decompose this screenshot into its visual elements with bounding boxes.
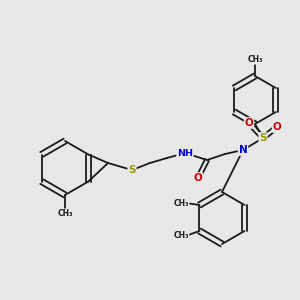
Text: N: N: [238, 145, 247, 155]
Text: CH₃: CH₃: [173, 232, 189, 241]
Text: O: O: [273, 122, 281, 132]
Text: S: S: [128, 165, 136, 175]
Text: O: O: [194, 173, 202, 183]
Text: CH₃: CH₃: [247, 55, 263, 64]
Text: CH₃: CH₃: [173, 199, 189, 208]
Text: NH: NH: [177, 148, 193, 158]
Text: CH₃: CH₃: [57, 209, 73, 218]
Text: O: O: [244, 118, 253, 128]
Text: S: S: [259, 133, 267, 143]
